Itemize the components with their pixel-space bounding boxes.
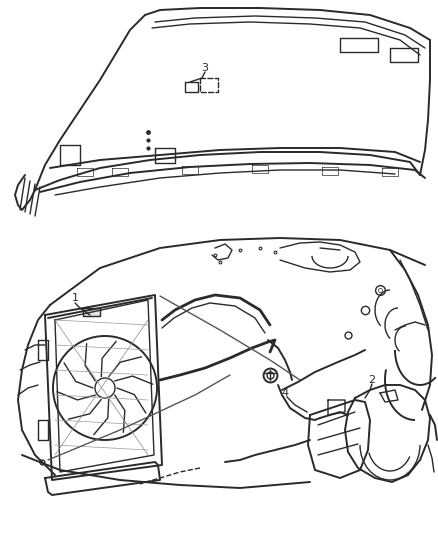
Text: 4: 4 xyxy=(282,388,289,398)
Text: 3: 3 xyxy=(201,63,208,73)
Text: 1: 1 xyxy=(71,293,78,303)
Text: 2: 2 xyxy=(368,375,375,385)
